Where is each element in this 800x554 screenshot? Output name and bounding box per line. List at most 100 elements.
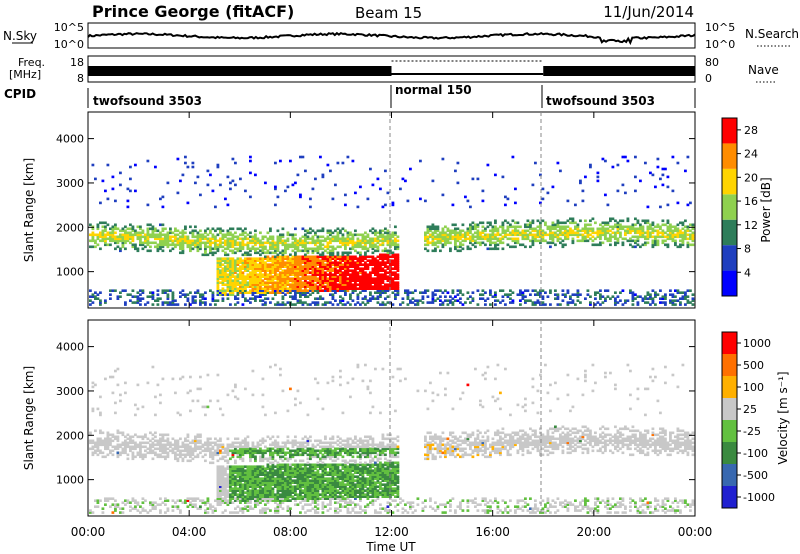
- heatmap-cell: [576, 231, 580, 235]
- heatmap-cell: [574, 225, 577, 229]
- heatmap-cell: [216, 499, 220, 502]
- heatmap-cell: [361, 281, 365, 284]
- heatmap-cell: [244, 473, 247, 476]
- heatmap-cell: [359, 275, 362, 278]
- heatmap-cell: [204, 301, 207, 304]
- heatmap-cell: [226, 483, 230, 486]
- heatmap-cell: [209, 437, 212, 441]
- heatmap-cell: [396, 283, 400, 286]
- heatmap-cell: [344, 203, 347, 207]
- heatmap-cell: [646, 291, 650, 294]
- heatmap-cell: [251, 271, 255, 274]
- heatmap-cell: [211, 451, 215, 455]
- heatmap-cell: [271, 265, 275, 268]
- heatmap-cell: [529, 225, 532, 229]
- heatmap-cell: [226, 503, 230, 506]
- heatmap-cell: [234, 437, 237, 441]
- heatmap-cell: [526, 233, 530, 237]
- heatmap-cell: [524, 231, 527, 235]
- heatmap-cell: [584, 237, 587, 241]
- heatmap-cell: [604, 237, 607, 241]
- heatmap-cell: [279, 267, 282, 270]
- heatmap-cell: [191, 497, 195, 500]
- heatmap-cell: [351, 271, 355, 274]
- heatmap-cell: [336, 235, 340, 239]
- heatmap-cell: [221, 487, 225, 490]
- heatmap-cell: [229, 249, 232, 253]
- heatmap-cell: [221, 287, 225, 290]
- heatmap-cell: [331, 247, 335, 251]
- heatmap-cell: [109, 293, 112, 296]
- heatmap-cell: [104, 445, 107, 449]
- heatmap-cell: [219, 473, 222, 476]
- heatmap-cell: [304, 269, 307, 272]
- heatmap-cell: [236, 279, 240, 282]
- heatmap-cell: [176, 443, 180, 447]
- heatmap-cell: [684, 219, 687, 223]
- heatmap-cell: [259, 239, 262, 243]
- heatmap-cell: [249, 479, 252, 482]
- heatmap-cell: [216, 445, 220, 449]
- heatmap-cell: [126, 443, 130, 447]
- heatmap-cell: [641, 227, 645, 231]
- heatmap-cell: [366, 301, 370, 304]
- heatmap-cell: [381, 277, 385, 280]
- heatmap-cell: [139, 227, 142, 231]
- heatmap-cell: [109, 227, 112, 231]
- heatmap-cell: [266, 287, 270, 290]
- heatmap-cell: [364, 273, 367, 276]
- heatmap-cell: [129, 233, 132, 237]
- heatmap-cell: [251, 287, 255, 290]
- heatmap-cell: [574, 233, 577, 237]
- heatmap-cell: [101, 511, 105, 514]
- heatmap-cell: [216, 483, 220, 486]
- heatmap-cell: [91, 385, 95, 389]
- heatmap-cell: [599, 235, 602, 239]
- heatmap-cell: [161, 229, 165, 233]
- heatmap-cell: [221, 475, 225, 478]
- heatmap-cell: [239, 469, 242, 472]
- heatmap-cell: [204, 503, 207, 506]
- heatmap-cell: [514, 233, 517, 237]
- heatmap-cell: [331, 231, 335, 235]
- heatmap-cell: [174, 443, 177, 447]
- heatmap-cell: [256, 501, 260, 504]
- heatmap-cell: [354, 269, 357, 272]
- heatmap-cell: [549, 245, 552, 249]
- heatmap-cell: [691, 231, 695, 235]
- heatmap-cell: [494, 229, 497, 233]
- heatmap-cell: [511, 225, 515, 229]
- heatmap-cell: [319, 267, 322, 270]
- heatmap-cell: [221, 283, 225, 286]
- heatmap-cell: [331, 273, 335, 276]
- heatmap-cell: [319, 259, 322, 262]
- heatmap-cell: [204, 405, 207, 409]
- heatmap-cell: [286, 277, 290, 280]
- heatmap-cell: [236, 453, 240, 457]
- heatmap-cell: [569, 227, 572, 231]
- heatmap-cell: [581, 239, 585, 243]
- heatmap-cell: [229, 227, 232, 231]
- heatmap-cell: [291, 233, 295, 237]
- heatmap-cell: [616, 241, 620, 245]
- heatmap-cell: [306, 265, 310, 268]
- heatmap-cell: [216, 447, 220, 451]
- heatmap-cell: [171, 299, 175, 302]
- heatmap-cell: [234, 483, 237, 486]
- heatmap-cell: [424, 291, 427, 294]
- heatmap-cell: [474, 225, 477, 229]
- heatmap-cell: [91, 451, 95, 455]
- heatmap-cell: [604, 299, 607, 302]
- heatmap-cell: [494, 227, 497, 231]
- heatmap-cell: [336, 279, 340, 282]
- heatmap-cell: [94, 245, 97, 249]
- heatmap-cell: [291, 265, 295, 268]
- heatmap-cell: [239, 271, 242, 274]
- heatmap-cell: [169, 227, 172, 231]
- heatmap-cell: [231, 235, 235, 239]
- heatmap-cell: [469, 247, 472, 251]
- heatmap-cell: [124, 449, 127, 453]
- heatmap-cell: [326, 235, 330, 239]
- heatmap-cell: [554, 297, 557, 300]
- heatmap-cell: [99, 411, 102, 415]
